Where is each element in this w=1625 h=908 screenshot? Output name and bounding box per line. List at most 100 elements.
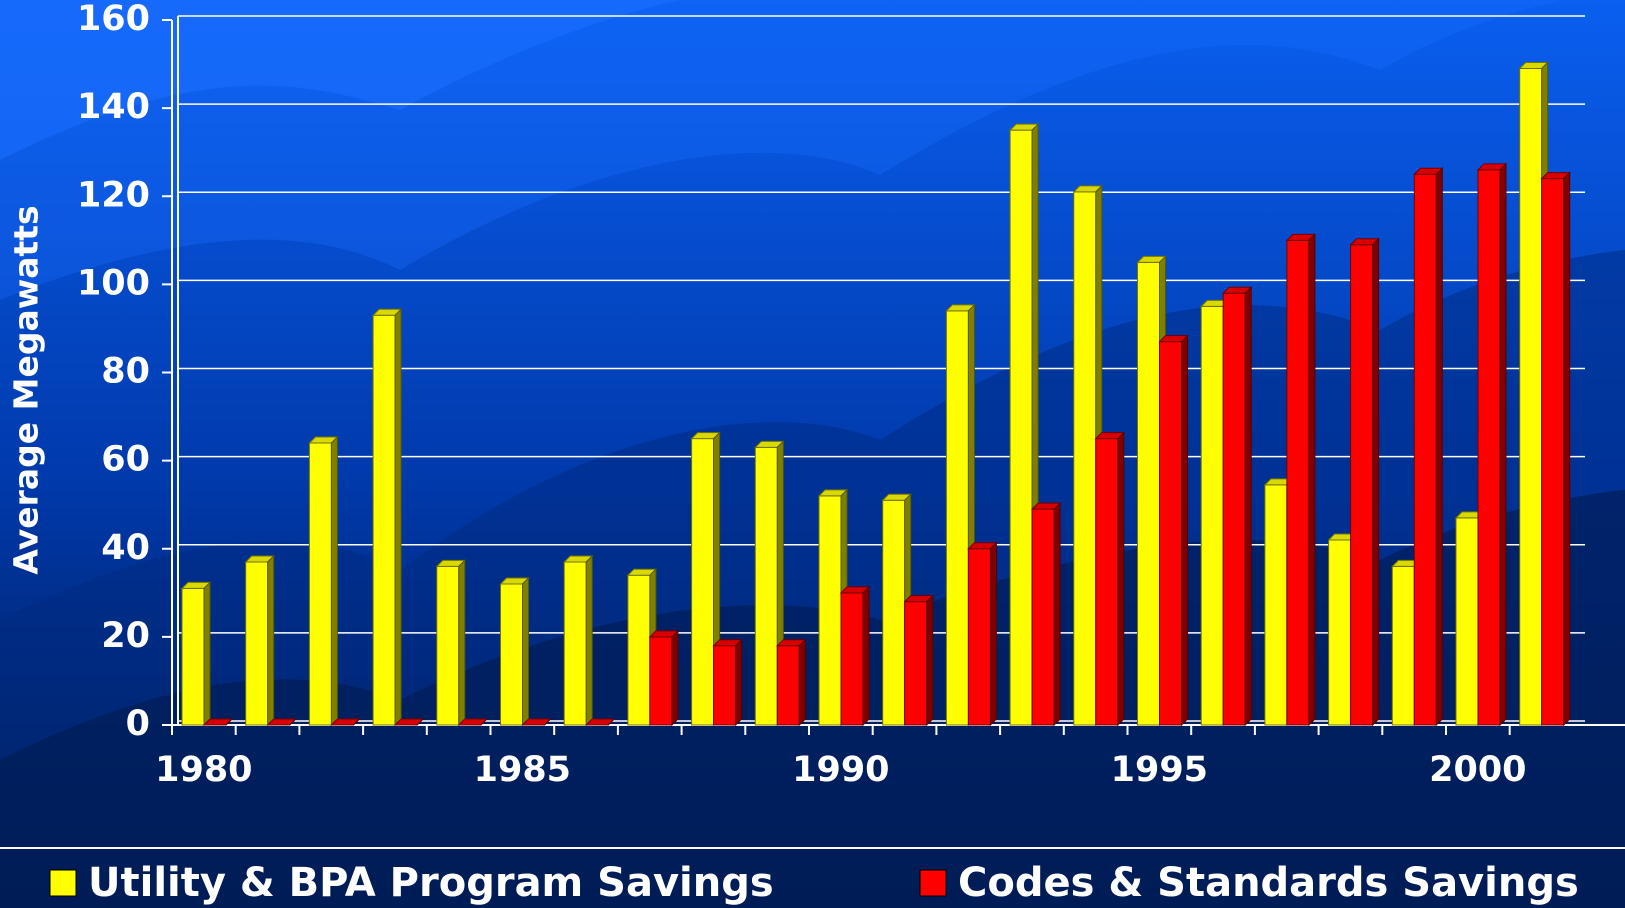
bar: [1221, 285, 1253, 727]
bar-side: [735, 638, 743, 727]
bar-front: [818, 495, 842, 726]
bar-side: [1053, 501, 1061, 727]
bar-front: [1137, 261, 1160, 726]
bar: [499, 576, 530, 727]
legend-swatch: [919, 869, 947, 897]
bar-side: [416, 718, 424, 726]
legend-label: Utility & BPA Program Savings: [88, 860, 774, 906]
bar: [202, 718, 234, 726]
bar: [1094, 431, 1126, 727]
y-tick-label: 80: [101, 352, 150, 392]
bar-front: [691, 438, 715, 726]
bar-front: [1031, 508, 1055, 726]
bar-front: [1264, 484, 1288, 726]
bar-side: [862, 585, 870, 727]
bar-side: [1244, 285, 1252, 727]
bar: [584, 718, 616, 726]
bar-side: [671, 629, 679, 727]
bar: [521, 718, 552, 726]
x-tick-label: 2000: [1429, 750, 1526, 790]
bar-front: [1073, 191, 1097, 726]
bar: [1540, 171, 1571, 727]
bar-front: [181, 587, 205, 726]
bar: [330, 718, 361, 726]
y-tick-label: 120: [77, 175, 150, 215]
bar-front: [713, 645, 737, 726]
bar-side: [1435, 167, 1443, 727]
x-tick-label: 1990: [792, 750, 889, 790]
bar-front: [1455, 517, 1479, 726]
bar-side: [289, 718, 297, 726]
bar-front: [945, 310, 969, 726]
bar-side: [1563, 171, 1571, 727]
bar-side: [1499, 162, 1507, 727]
bar-front: [1200, 305, 1224, 726]
bar: [266, 718, 297, 726]
bar-front: [500, 583, 523, 726]
bar-side: [989, 541, 997, 727]
y-axis-title: Average Megawatts: [7, 205, 46, 574]
y-tick-label: 60: [101, 440, 150, 480]
y-tick-label: 20: [101, 616, 150, 656]
bar-side: [522, 576, 529, 727]
bar: [776, 638, 807, 727]
bar-side: [585, 554, 593, 727]
bar: [1413, 167, 1444, 727]
bar: [1285, 233, 1317, 727]
bar-front: [1413, 173, 1437, 726]
bar-front: [1391, 565, 1415, 726]
bar: [435, 559, 467, 727]
bar: [308, 435, 339, 727]
bar-front: [840, 592, 864, 726]
bar-side: [203, 581, 211, 727]
bar-side: [330, 435, 338, 727]
bar: [712, 638, 743, 727]
bar-side: [926, 594, 934, 727]
bar-side: [1372, 237, 1380, 727]
y-tick-label: 140: [77, 87, 150, 127]
bar: [1349, 237, 1380, 727]
bar-front: [1328, 539, 1352, 726]
legend-swatch: [49, 869, 77, 897]
bar-front: [372, 314, 396, 726]
bar-side: [480, 718, 488, 726]
bar: [1030, 501, 1062, 727]
x-tick-label: 1995: [1111, 750, 1208, 790]
bar-front: [1222, 292, 1246, 726]
wave: [0, 0, 1625, 300]
bar-side: [798, 638, 806, 727]
x-tick-label: 1980: [155, 750, 252, 790]
bar-front: [245, 561, 269, 726]
bar-side: [1181, 334, 1188, 727]
y-tick-label: 0: [126, 704, 150, 744]
bar: [371, 308, 403, 727]
bar-front: [882, 499, 906, 726]
bar: [1158, 334, 1189, 727]
bar-front: [649, 636, 673, 726]
bar-front: [1477, 169, 1501, 726]
y-tick-label: 40: [101, 528, 150, 568]
bar: [180, 581, 212, 727]
bar-side: [1308, 233, 1316, 727]
bar-side: [353, 718, 360, 726]
y-tick-label: 100: [77, 263, 150, 303]
bar: [1476, 162, 1508, 727]
y-tick-label: 160: [77, 0, 150, 39]
bar: [839, 585, 871, 727]
wave: [0, 0, 880, 160]
bar-side: [225, 718, 233, 726]
bar-side: [1117, 431, 1125, 727]
x-tick-label: 1985: [474, 750, 571, 790]
bar-front: [1095, 438, 1119, 726]
bar-front: [967, 548, 991, 726]
bar: [457, 718, 489, 726]
bar: [244, 554, 275, 727]
bar: [648, 629, 680, 727]
bar-front: [754, 446, 778, 726]
bar-front: [308, 442, 332, 726]
bar-side: [607, 718, 615, 726]
bar-front: [904, 601, 928, 726]
bar-side: [267, 554, 275, 727]
